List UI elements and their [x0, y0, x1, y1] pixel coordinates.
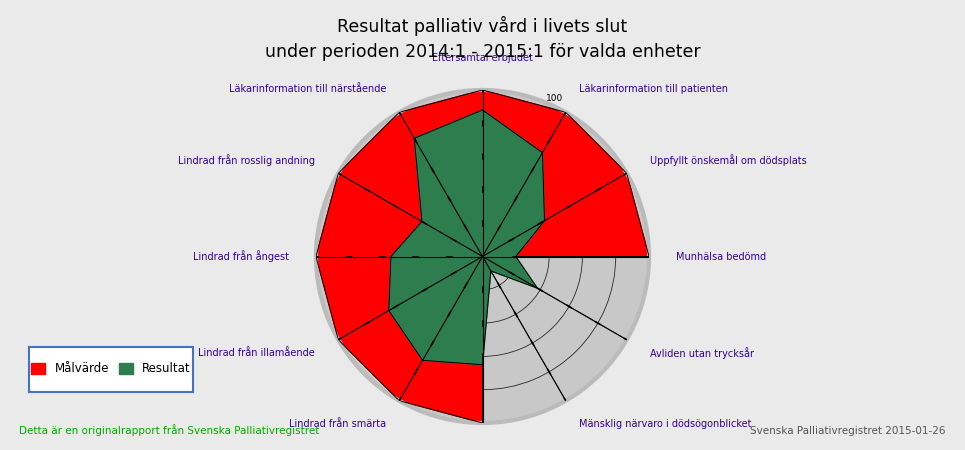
Text: Resultat palliativ vård i livets slut: Resultat palliativ vård i livets slut: [338, 16, 627, 36]
Text: Munhälsa bedömd: Munhälsa bedömd: [676, 252, 766, 261]
Legend: Målvärde, Resultat: Målvärde, Resultat: [26, 358, 196, 380]
Text: Mänsklig närvaro i dödsögonblicket: Mänsklig närvaro i dödsögonblicket: [579, 419, 752, 429]
Text: under perioden 2014:1 - 2015:1 för valda enheter: under perioden 2014:1 - 2015:1 för valda…: [264, 43, 701, 61]
Text: Svenska Palliativregistret 2015-01-26: Svenska Palliativregistret 2015-01-26: [750, 427, 946, 436]
Polygon shape: [316, 90, 649, 423]
Text: Uppfyllt önskemål om dödsplats: Uppfyllt önskemål om dödsplats: [649, 154, 807, 166]
Text: Lindrad från ångest: Lindrad från ångest: [193, 251, 290, 262]
Text: Eftersamtal erbjudet: Eftersamtal erbjudet: [432, 54, 533, 63]
Polygon shape: [389, 110, 544, 364]
Text: Lindrad från illamående: Lindrad från illamående: [199, 348, 316, 358]
Text: Lindrad från rosslig andning: Lindrad från rosslig andning: [179, 154, 316, 166]
Text: Detta är en originalrapport från Svenska Palliativregistret: Detta är en originalrapport från Svenska…: [19, 425, 319, 436]
Text: Avliden utan trycksår: Avliden utan trycksår: [649, 347, 754, 359]
Polygon shape: [316, 90, 649, 423]
Text: Lindrad från smärta: Lindrad från smärta: [289, 419, 386, 429]
Text: Läkarinformation till närstående: Läkarinformation till närstående: [229, 84, 386, 94]
Text: Läkarinformation till patienten: Läkarinformation till patienten: [579, 84, 728, 94]
